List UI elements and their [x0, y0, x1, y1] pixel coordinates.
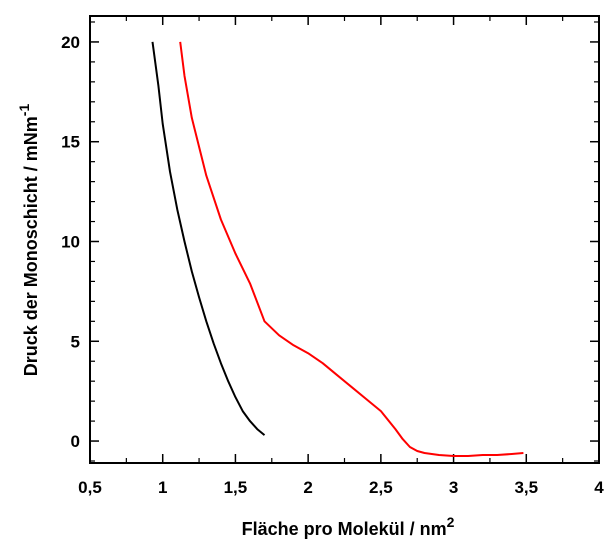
series-layer: [151, 41, 524, 457]
y-tick-label: 20: [61, 33, 80, 52]
x-tick-label: 4: [594, 478, 604, 497]
y-axis-title-text: Druck der Monoschicht / mNm: [21, 116, 41, 376]
y-tick-label: 10: [61, 232, 80, 251]
x-axis-title-superscript: 2: [447, 514, 455, 530]
x-tick-label: 2,5: [369, 478, 393, 497]
x-axis-ticks: 0,5 1 1,5 2 2,5 3 3,5 4: [78, 16, 604, 497]
y-axis-ticks: 0 5 10 15 20: [61, 21, 599, 462]
y-tick-label: 15: [61, 133, 80, 152]
x-tick-label: 1: [158, 478, 167, 497]
x-axis-title: Fläche pro Molekül / nm2: [242, 514, 455, 539]
y-tick-label: 5: [71, 332, 80, 351]
plot-frame: [89, 15, 600, 464]
y-tick-label: 0: [71, 432, 80, 451]
x-tick-label: 0,5: [78, 478, 102, 497]
x-tick-label: 1,5: [224, 478, 248, 497]
x-axis-title-text: Fläche pro Molekül / nm: [242, 519, 447, 539]
x-tick-label: 3,5: [514, 478, 538, 497]
series-line-1: [151, 41, 266, 436]
y-axis-title-superscript: -1: [16, 104, 32, 117]
x-tick-label: 3: [449, 478, 458, 497]
series-line-2: [179, 41, 524, 457]
y-axis-title: Druck der Monoschicht / mNm-1: [16, 104, 41, 377]
x-tick-label: 2: [303, 478, 312, 497]
